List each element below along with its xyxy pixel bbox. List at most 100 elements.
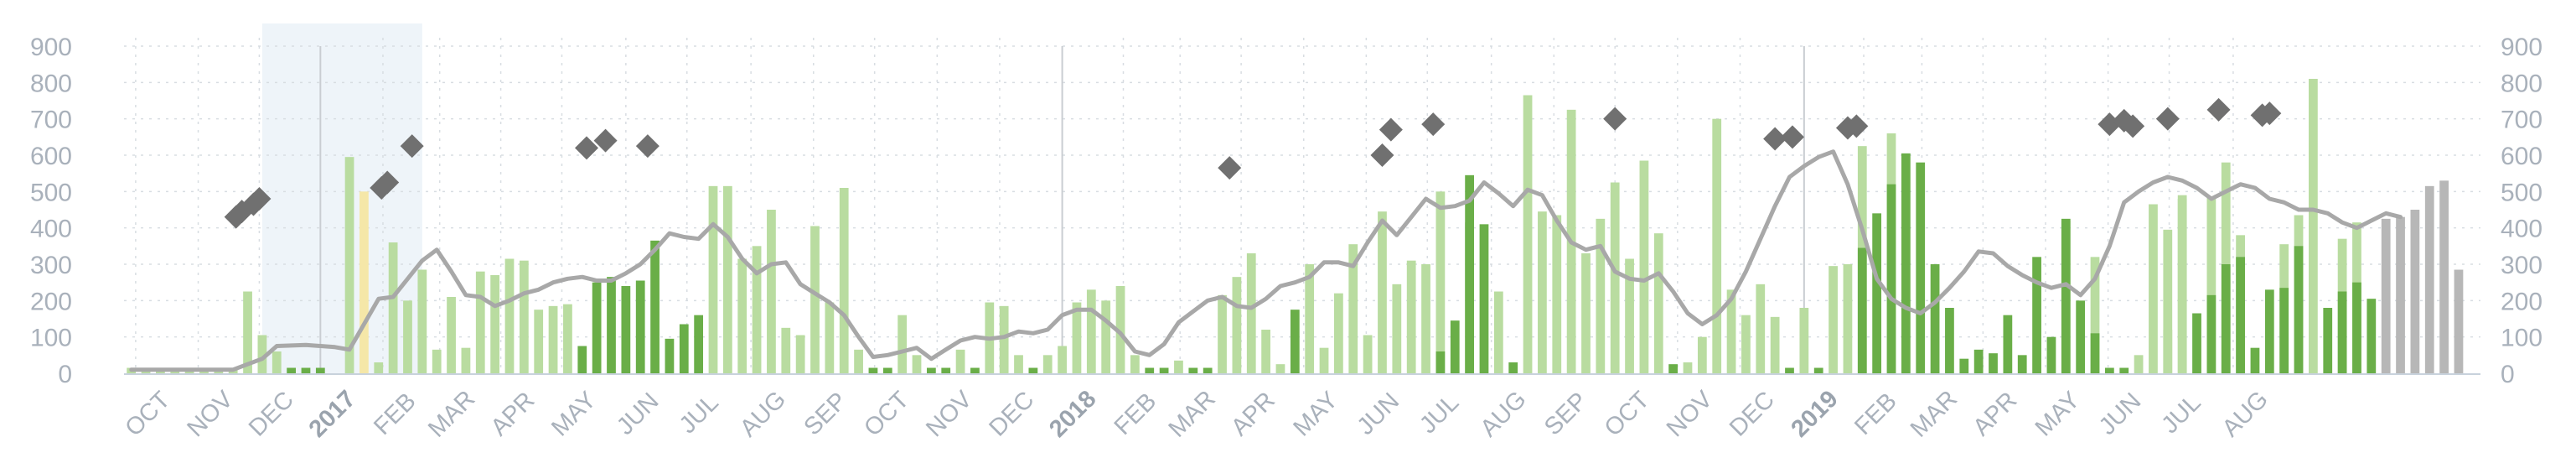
- trend-line-layer: [129, 149, 2403, 372]
- diamond-marker: [400, 134, 424, 159]
- bar: [2090, 333, 2100, 373]
- bar: [694, 315, 704, 373]
- bar: [417, 269, 427, 373]
- bar: [1552, 215, 1562, 373]
- bar: [1770, 316, 1780, 373]
- bar: [1726, 289, 1736, 373]
- bar: [2410, 210, 2420, 373]
- bar-overlay: [2206, 196, 2216, 373]
- bar: [1378, 211, 1387, 373]
- bar: [1959, 358, 1969, 373]
- bar: [2221, 264, 2231, 373]
- bar: [1290, 310, 1300, 373]
- bar: [1799, 308, 1809, 373]
- bar: [2104, 367, 2114, 373]
- bar: [941, 367, 951, 373]
- bar: [534, 310, 544, 373]
- chart-background-layer: [261, 23, 422, 373]
- bar: [2046, 336, 2056, 373]
- bar: [1625, 258, 1634, 373]
- diamond-marker: [375, 170, 400, 195]
- bar: [1232, 277, 1242, 373]
- bar: [2163, 330, 2173, 373]
- y-tick-label-right: 0: [2501, 361, 2515, 388]
- x-tick-label: MAY: [2030, 387, 2086, 442]
- diamond-marker: [1218, 156, 1242, 180]
- bar: [2337, 291, 2347, 373]
- bar: [1159, 367, 1169, 373]
- bar: [1203, 367, 1213, 373]
- x-tick-label: AUG: [735, 386, 791, 442]
- bar: [1989, 353, 1998, 373]
- bar: [1042, 355, 1053, 373]
- bar: [665, 338, 675, 373]
- bar: [1697, 336, 1707, 373]
- y-tick-label-left: 500: [30, 179, 72, 206]
- bar: [1421, 264, 1430, 373]
- diamond-marker: [635, 134, 660, 159]
- bar-series: [127, 79, 2464, 374]
- y-tick-label-left: 600: [30, 143, 72, 170]
- y-tick-label-right: 100: [2501, 325, 2542, 352]
- bar: [2149, 204, 2158, 373]
- bar: [1392, 284, 1402, 373]
- bar: [839, 188, 849, 373]
- bar: [781, 327, 791, 373]
- bar: [1973, 349, 1984, 373]
- bar: [1581, 253, 1591, 373]
- bar: [2264, 289, 2274, 373]
- bar: [1246, 253, 1256, 373]
- bar: [2309, 79, 2318, 373]
- bar: [1028, 367, 1038, 373]
- bar: [1508, 362, 1518, 373]
- y-tick-label-right: 300: [2501, 252, 2542, 279]
- bar: [1683, 362, 1693, 373]
- bar: [999, 305, 1009, 373]
- bar: [1086, 289, 1096, 373]
- x-tick-label: APR: [1968, 387, 2022, 441]
- bar: [1653, 233, 1663, 373]
- bar: [970, 367, 980, 373]
- diamond-marker: [2258, 101, 2282, 126]
- bar: [854, 349, 863, 373]
- x-tick-label: FEB: [369, 388, 422, 440]
- x-tick-year-label: 2017: [304, 386, 361, 443]
- bar-overlay: [2090, 257, 2100, 373]
- bar: [2323, 308, 2333, 373]
- x-tick-label: DEC: [984, 387, 1039, 442]
- bar: [461, 347, 471, 373]
- diamond-marker: [1421, 112, 1446, 137]
- bar: [2250, 347, 2260, 373]
- bar: [1319, 347, 1329, 373]
- bar: [2032, 257, 2041, 373]
- bar: [2061, 218, 2071, 373]
- y-tick-label-left: 200: [30, 288, 72, 315]
- bar: [635, 280, 645, 373]
- bar: [1363, 335, 1373, 373]
- diamond-marker: [1603, 107, 1627, 131]
- bar: [301, 367, 311, 373]
- bar: [1596, 218, 1606, 373]
- bar: [1916, 162, 1926, 373]
- y-tick-label-left: 800: [30, 70, 72, 97]
- bar: [360, 191, 369, 373]
- x-tick-label: SEP: [1539, 388, 1593, 441]
- bar: [1843, 264, 1853, 373]
- x-tick-label: DEC: [244, 387, 299, 442]
- bar: [1829, 266, 1838, 373]
- bar: [490, 275, 500, 373]
- x-tick-label: APR: [1226, 387, 1280, 441]
- bar: [2177, 195, 2187, 373]
- x-tick-label: JUL: [2156, 389, 2206, 439]
- bar-overlay: [1435, 191, 1446, 373]
- bar: [2454, 269, 2464, 373]
- bar: [2206, 294, 2216, 373]
- bar: [315, 367, 325, 373]
- bar: [388, 242, 398, 373]
- bar: [287, 367, 296, 373]
- bar: [882, 367, 892, 373]
- diamond-marker: [593, 128, 618, 153]
- bar: [1435, 351, 1446, 373]
- bar: [1756, 284, 1766, 373]
- bar: [1901, 153, 1911, 374]
